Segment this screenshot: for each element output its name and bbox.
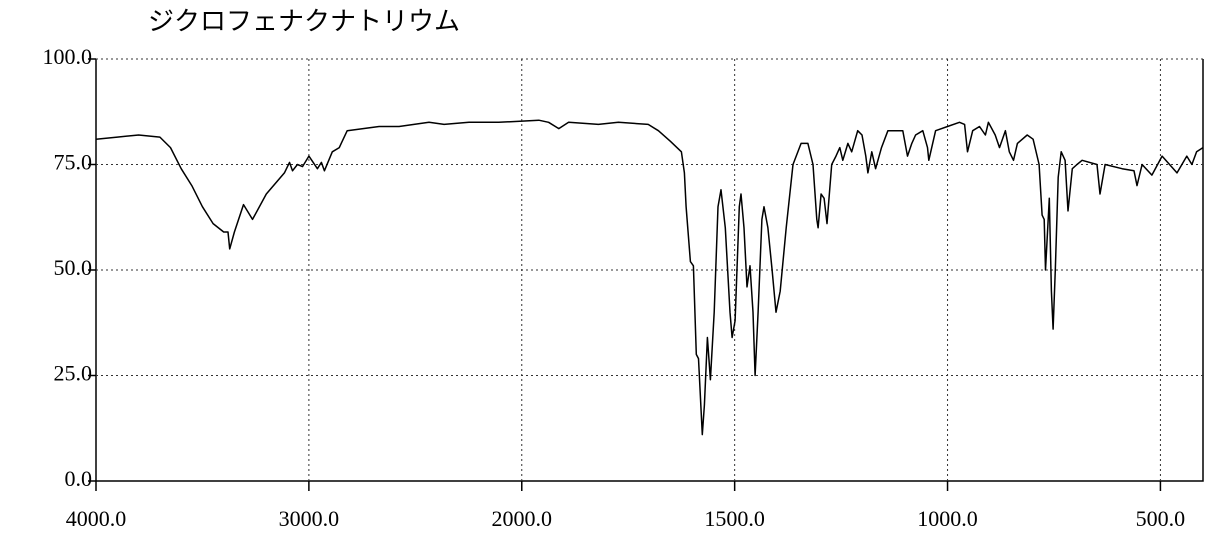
y-tick-label: 75.0 [54, 150, 93, 175]
y-tick-label: 0.0 [65, 466, 93, 491]
y-tick-label: 50.0 [54, 255, 93, 280]
x-tick-label: 2000.0 [492, 506, 553, 531]
spectrum-line [95, 119, 1204, 436]
x-tick-label: 500.0 [1136, 506, 1186, 531]
chart-title: ジクロフェナクナトリウム [148, 7, 460, 36]
x-tick-label: 1000.0 [917, 506, 978, 531]
x-tick-label: 1500.0 [704, 506, 765, 531]
y-tick-label: 100.0 [43, 44, 93, 69]
x-tick-label: 4000.0 [66, 506, 127, 531]
x-tick-label: 3000.0 [279, 506, 340, 531]
y-tick-label: 25.0 [54, 361, 93, 386]
